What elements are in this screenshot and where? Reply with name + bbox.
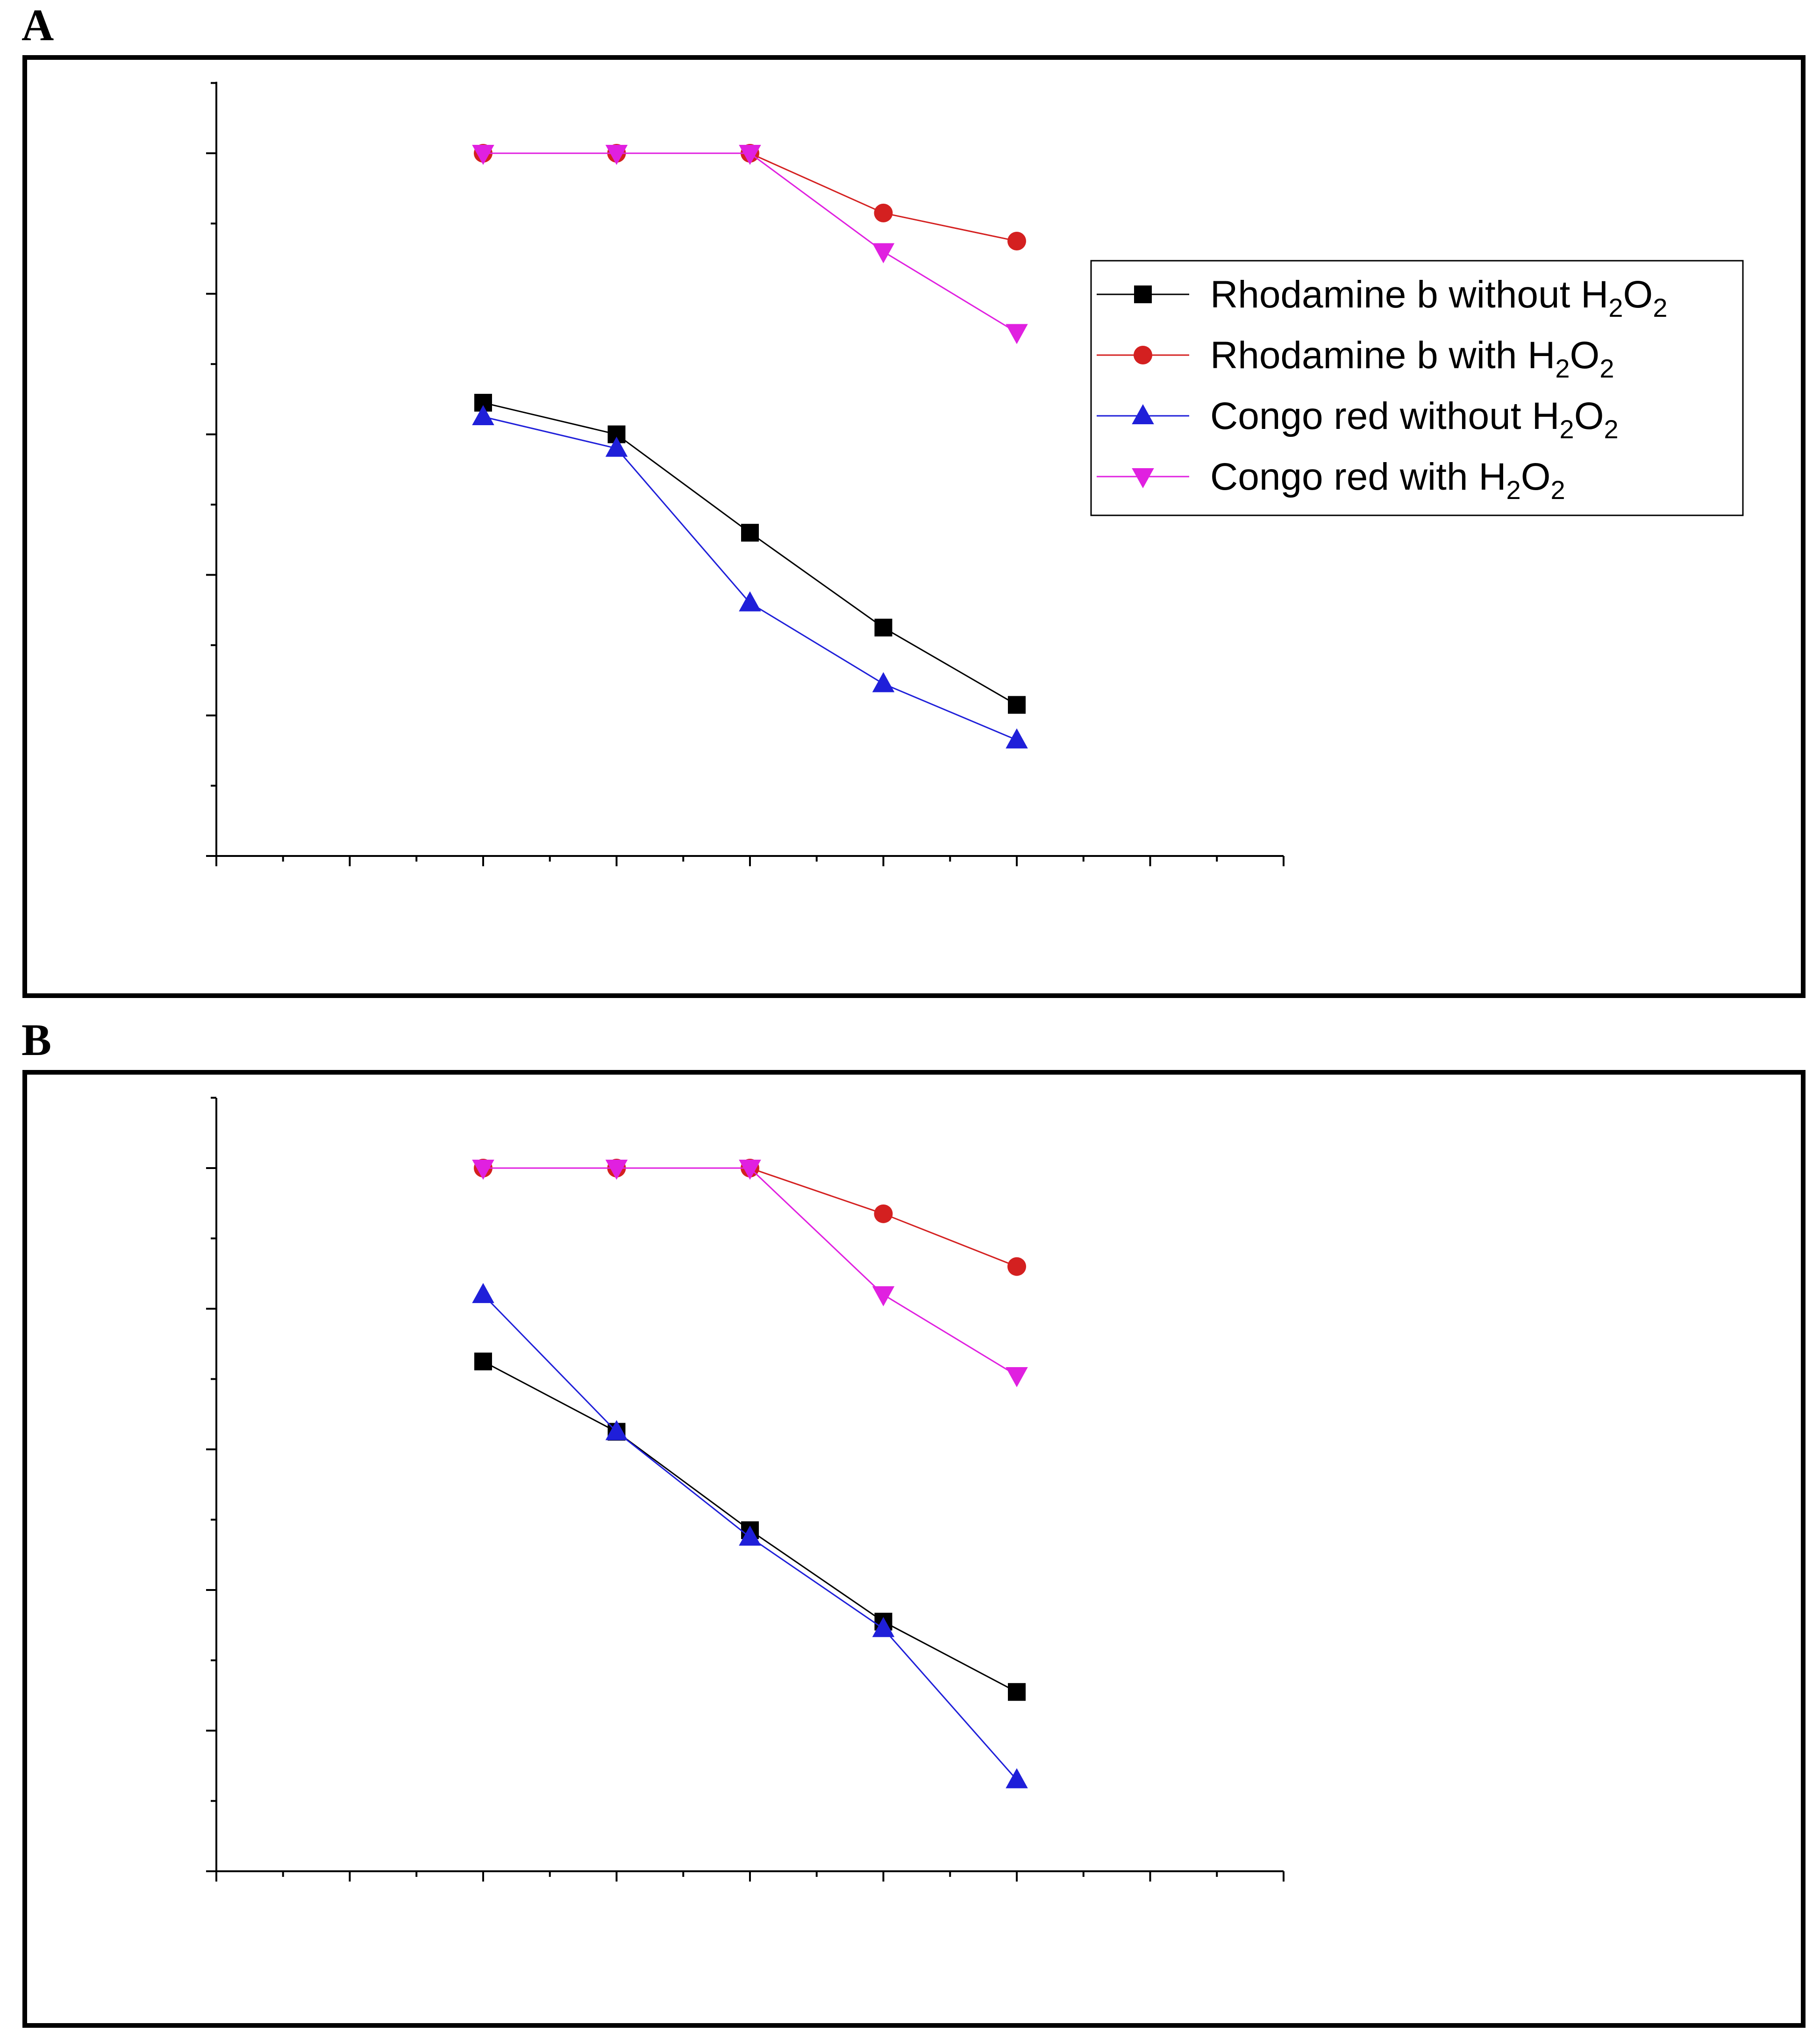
- series-line: [483, 416, 1017, 741]
- data-point: [472, 145, 494, 165]
- legend-formula-part: O: [1574, 395, 1604, 437]
- legend-formula-part: 2: [1560, 414, 1574, 444]
- data-point: [874, 619, 892, 637]
- legend-formula-part: H: [1532, 395, 1559, 437]
- legend-label: Rhodamine b without: [1210, 273, 1581, 316]
- series-line: [483, 1167, 1017, 1376]
- data-point: [1006, 324, 1028, 344]
- series-line: [483, 402, 1017, 706]
- legend-marker: [1134, 285, 1152, 303]
- legend-formula-part: 2: [1506, 475, 1521, 505]
- series-line: [483, 1167, 1017, 1268]
- legend-formula-part: 2: [1653, 293, 1667, 322]
- legend-label: Congo red without: [1210, 395, 1532, 437]
- panel-label-a: A: [21, 0, 54, 50]
- chart-b: [206, 1097, 1285, 1882]
- data-point: [874, 203, 893, 222]
- series-line: [483, 152, 1017, 242]
- legend-entry: Congo red without H2O2: [1210, 395, 1619, 444]
- legend-formula-part: H: [1527, 334, 1555, 377]
- legend-marker: [1132, 404, 1154, 424]
- data-point: [472, 1283, 494, 1303]
- data-point: [1007, 232, 1026, 250]
- data-point: [474, 1352, 492, 1370]
- data-point: [1006, 728, 1028, 749]
- series-line: [483, 152, 1017, 333]
- legend-formula-part: 2: [1551, 475, 1565, 505]
- legend-entry: Congo red with H2O2: [1210, 456, 1565, 505]
- data-point: [472, 1160, 494, 1180]
- data-point: [739, 1526, 761, 1546]
- legend-formula-part: O: [1570, 334, 1600, 377]
- data-point: [872, 243, 895, 264]
- legend-entry: Rhodamine b with H2O2: [1210, 334, 1614, 383]
- legend-formula-part: H: [1478, 456, 1506, 498]
- data-point: [741, 524, 759, 542]
- data-point: [739, 1160, 761, 1180]
- legend-formula-part: 2: [1604, 414, 1618, 444]
- legend-formula-part: 2: [1608, 293, 1623, 322]
- chart-panel-b: [22, 1070, 1806, 2028]
- series-2: [472, 1283, 1028, 1789]
- data-point: [739, 145, 761, 165]
- legend-formula-part: 2: [1599, 354, 1614, 383]
- legend-box: [1090, 260, 1744, 516]
- chart-panel-a: [22, 55, 1806, 998]
- panel-label-b: B: [21, 1015, 52, 1065]
- data-point: [1006, 1768, 1028, 1789]
- data-point: [1008, 696, 1026, 714]
- legend-entry: Rhodamine b without H2O2: [1210, 273, 1667, 322]
- data-point: [605, 436, 628, 457]
- legend-formula-part: O: [1623, 273, 1653, 316]
- series-3: [472, 1160, 1028, 1387]
- data-point: [1008, 1683, 1026, 1701]
- series-3: [472, 145, 1028, 344]
- legend-formula-part: 2: [1555, 354, 1570, 383]
- data-point: [739, 591, 761, 612]
- legend-formula-part: H: [1581, 273, 1608, 316]
- legend-label: Rhodamine b with: [1210, 334, 1527, 377]
- data-point: [605, 1420, 628, 1440]
- data-point: [1006, 1367, 1028, 1387]
- series-0: [474, 393, 1026, 714]
- series-2: [472, 405, 1028, 749]
- legend-marker: [1134, 346, 1152, 364]
- data-point: [874, 1204, 893, 1223]
- data-point: [472, 405, 494, 425]
- legend-formula-part: O: [1521, 456, 1551, 498]
- data-point: [872, 672, 895, 692]
- data-point: [605, 1160, 628, 1180]
- data-point: [1007, 1257, 1026, 1276]
- data-point: [872, 1617, 895, 1637]
- data-point: [872, 1286, 895, 1306]
- legend-marker: [1132, 468, 1154, 488]
- data-point: [605, 145, 628, 165]
- legend-label: Congo red with: [1210, 456, 1478, 498]
